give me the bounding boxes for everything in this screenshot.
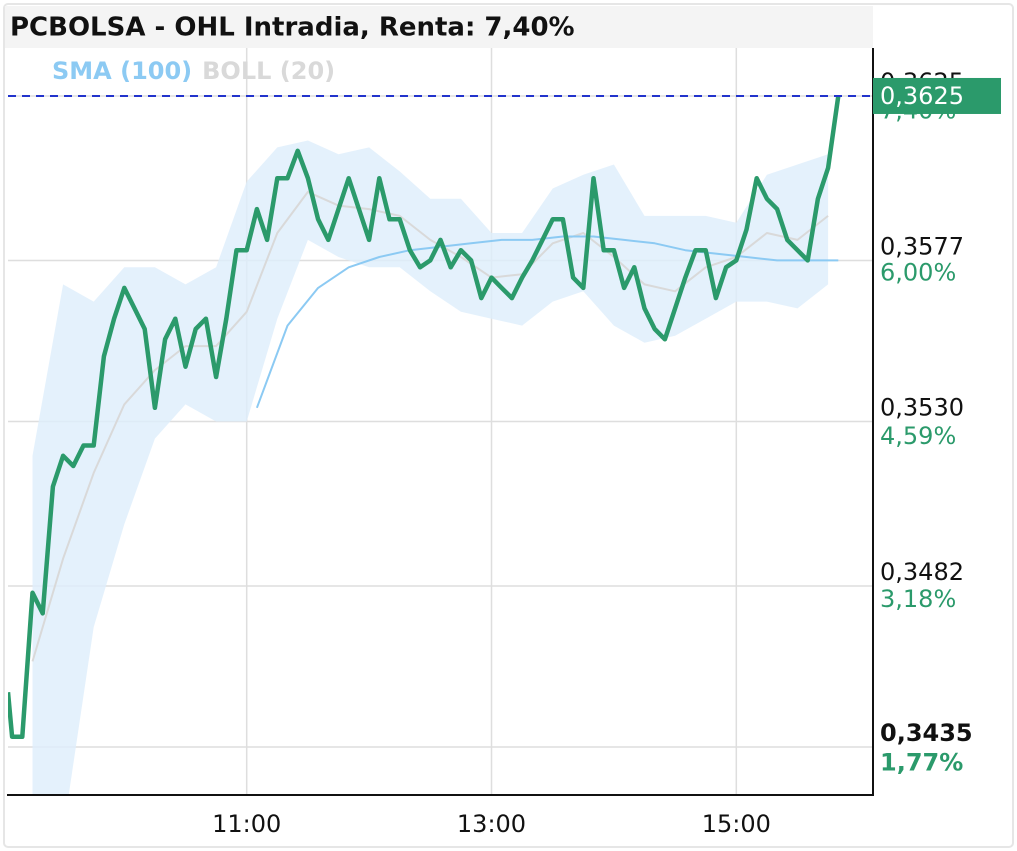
title-bar — [5, 6, 873, 48]
plot-area — [8, 95, 841, 795]
y-tick-label: 0,3435 — [880, 719, 973, 747]
y-tick-label: 0,3530 — [880, 394, 964, 422]
last-price-box — [873, 77, 1001, 114]
legend-entry: BOLL (20) — [202, 57, 335, 85]
y-tick-label: 0,3482 — [880, 558, 964, 586]
y2-tick-label: 6,00% — [880, 259, 956, 287]
chart-title: PCBOLSA - OHL Intradia, Renta: 7,40% — [10, 13, 575, 43]
boll-band — [32, 140, 829, 795]
y2-tick-label: 4,59% — [880, 422, 956, 450]
indicator-line — [31, 190, 829, 662]
indicator-line — [255, 235, 839, 409]
y-tick-label: 0,3577 — [880, 232, 964, 260]
x-tick-label: 11:00 — [212, 810, 281, 838]
x-tick-label: 13:00 — [457, 810, 526, 838]
price-line — [8, 95, 841, 739]
y2-tick-label: 3,18% — [880, 585, 956, 613]
legend-entry: SMA (100) — [52, 57, 192, 85]
legend: SMA (100) BOLL (20) — [52, 57, 335, 85]
x-tick-label: 15:00 — [702, 810, 771, 838]
last-price-label: 0,3625 — [880, 82, 964, 110]
y2-tick-label: 1,77% — [880, 749, 963, 777]
